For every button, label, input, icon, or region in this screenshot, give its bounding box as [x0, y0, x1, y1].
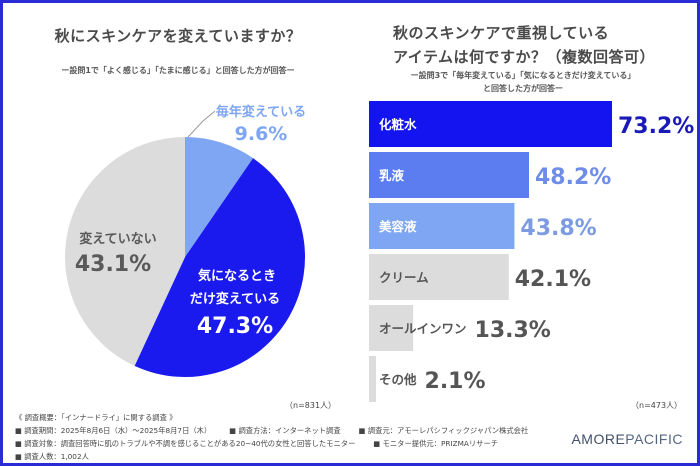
- bar-category-label: 乳液: [379, 168, 405, 183]
- bar-value-label: 73.2%: [618, 114, 694, 139]
- survey-count: ■ 調査人数：1,002人: [15, 452, 89, 461]
- bar: [369, 101, 612, 147]
- pie-value-label: 43.1%: [75, 252, 151, 277]
- charts-canvas: 毎年変えている 9.6% 気になるときだけ変えている 47.3% 変えていない 43.1%…: [64, 101, 694, 402]
- bar-value-label: 43.8%: [520, 216, 596, 241]
- bar-value-label: 13.3%: [475, 318, 551, 343]
- logo-part2: PACIFIC: [625, 431, 683, 447]
- bar-chart-subtitle-line1: ー設問3で「毎年変えている」「気になるときだけ変えている」: [410, 71, 636, 80]
- bar: [369, 203, 515, 249]
- bar-category-label: オールインワン: [379, 321, 467, 336]
- bar-value-label: 2.1%: [425, 369, 486, 394]
- bar: [369, 305, 414, 351]
- bar-chart-title: 秋のスキンケアで重視している アイテムは何ですか？（複数回答可）: [393, 21, 693, 69]
- bar-chart-subtitle-line2: と回答した方が回答ー: [483, 84, 563, 93]
- pie-sample-size: （n=831人）: [285, 401, 337, 410]
- pie-label: 変えていない: [79, 231, 156, 247]
- logo-part1: AMORE: [571, 431, 626, 447]
- pie-label: 気になるとき: [198, 268, 276, 284]
- pie-value-label: 47.3%: [197, 314, 273, 339]
- bar: [369, 356, 376, 402]
- pie-leader-line: [187, 110, 216, 138]
- pie-slice: [134, 158, 306, 378]
- bar-chart: 化粧水 73.2% 乳液 48.2% 美容液 43.8% クリーム 42.1% オールインワン 1…: [369, 101, 694, 402]
- survey-summary: 《 調査概要：「インナードライ」に関する調査 》 ■ 調査期間：2025年8月6…: [15, 411, 546, 463]
- amorepacific-logo: AMOREPACIFIC: [571, 431, 683, 447]
- survey-method: ■ 調査方法：インターネット調査: [229, 426, 341, 435]
- pie-slice: [64, 137, 185, 366]
- pie-label: だけ変えている: [190, 291, 280, 307]
- bar: [369, 254, 509, 300]
- survey-period: ■ 調査期間：2025年8月6日（水）～2025年8月7日（木）: [15, 426, 212, 435]
- bar-value-label: 42.1%: [515, 267, 591, 292]
- bar-chart-title-line1: 秋のスキンケアで重視している: [393, 24, 610, 42]
- pie-slice: [185, 137, 254, 257]
- survey-provider: ■ モニター提供元：PRIZMAリサーチ: [373, 439, 499, 448]
- bar-value-label: 48.2%: [535, 165, 611, 190]
- bar-category-label: クリーム: [379, 270, 429, 285]
- pie-chart-subtitle: ー設問1で「よく感じる」「たまに感じる」と回答した方が回答ー: [61, 66, 295, 75]
- survey-organizer: ■ 調査元：アモーレパシフィックジャパン株式会社: [358, 426, 529, 435]
- bar-chart-title-line2: アイテムは何ですか？（複数回答可）: [393, 48, 656, 66]
- pie-chart: 毎年変えている 9.6% 気になるときだけ変えている 47.3% 変えていない 43.1%: [64, 104, 306, 378]
- bar-category-label: その他: [379, 372, 417, 387]
- pie-label: 毎年変えている: [216, 104, 306, 120]
- bar-category-label: 化粧水: [379, 117, 417, 132]
- bar: [369, 152, 530, 198]
- pie-chart-title: 秋にスキンケアを変えていますか？: [54, 27, 302, 45]
- pie-value-label: 9.6%: [235, 123, 288, 145]
- survey-heading: 《 調査概要：「インナードライ」に関する調査 》: [15, 413, 177, 422]
- bar-chart-subtitle: ー設問3で「毎年変えている」「気になるときだけ変えている」 と回答した方が回答ー: [363, 69, 683, 95]
- bar-sample-size: （n=473人）: [631, 401, 683, 410]
- bar-category-label: 美容液: [379, 219, 417, 234]
- survey-target: ■ 調査対象：調査回答時に肌のトラブルや不調を感じることがある20~40代の女性…: [15, 439, 356, 448]
